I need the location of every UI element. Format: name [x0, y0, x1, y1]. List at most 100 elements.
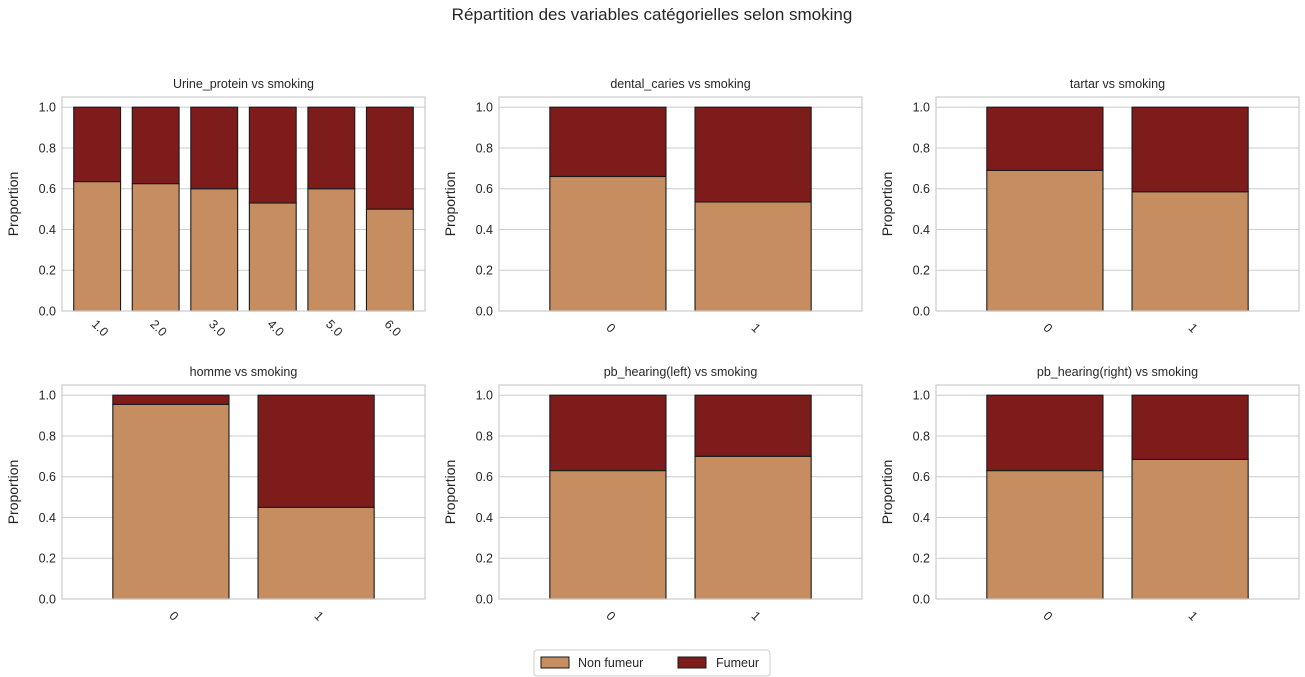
y-tick-label: 0.2 — [476, 552, 493, 566]
subplot-4: homme vs smoking 0.0 0.2 0.4 0.6 0.8 1.0 Propor… — [5, 365, 426, 624]
x-tick-label: 0 — [603, 321, 618, 336]
subplot-title: pb_hearing(right) vs smoking — [1037, 365, 1198, 379]
x-tick-label: 5.0 — [323, 317, 345, 339]
y-tick-label: 0.8 — [913, 141, 930, 155]
x-tick-label: 6.0 — [382, 317, 404, 339]
y-tick-label: 0.8 — [913, 429, 930, 443]
bar-non-fumeur-1.0 — [73, 181, 122, 312]
subplot-grid: Urine_protein vs smoking 0.0 0.2 0.4 0.6 0.8 1… — [5, 77, 1300, 624]
y-tick-label: 0.0 — [476, 305, 493, 319]
x-tick-label: 2.0 — [147, 317, 169, 339]
y-tick-label: 1.0 — [913, 101, 930, 115]
figure-title: Répartition des variables catégorielles … — [452, 5, 853, 24]
x-tick-label: 1.0 — [89, 317, 111, 339]
bar-fumeur-6.0 — [365, 106, 414, 210]
y-tick-label: 0.6 — [39, 470, 56, 484]
y-tick-label: 1.0 — [39, 389, 56, 403]
subplot-3: tartar vs smoking 0.0 0.2 0.4 0.6 0.8 1.0 Propo… — [879, 77, 1300, 336]
bar-fumeur-0 — [112, 394, 230, 405]
y-tick-label: 0.0 — [39, 593, 56, 607]
bar-non-fumeur-1 — [694, 201, 812, 312]
bar-fumeur-1 — [257, 394, 375, 508]
plot-frame — [935, 384, 1300, 600]
bar-fumeur-5.0 — [307, 106, 356, 190]
legend-swatch-non-fumeur — [540, 656, 570, 669]
y-tick-label: 0.6 — [39, 182, 56, 196]
x-tick-label: 1 — [1186, 609, 1201, 624]
y-tick-label: 0.4 — [913, 223, 930, 237]
y-tick-label: 0.4 — [913, 511, 930, 525]
x-tick-label: 0 — [1040, 609, 1055, 624]
bar-fumeur-0 — [549, 394, 667, 472]
y-tick-label: 0.0 — [476, 593, 493, 607]
bar-fumeur-0 — [549, 106, 667, 178]
bar-non-fumeur-1 — [1131, 458, 1249, 600]
legend-label-non-fumeur: Non fumeur — [578, 656, 643, 670]
x-tick-label: 0 — [1040, 321, 1055, 336]
x-tick-label: 4.0 — [265, 317, 287, 339]
subplot-5: pb_hearing(left) vs smoking 0.0 0.2 0.4 0.6 0… — [442, 365, 863, 624]
plot-frame — [498, 384, 863, 600]
y-tick-label: 0.0 — [913, 593, 930, 607]
y-tick-label: 0.2 — [913, 552, 930, 566]
y-tick-label: 1.0 — [913, 389, 930, 403]
legend: Non fumeur Fumeur — [533, 649, 771, 677]
bar-non-fumeur-6.0 — [365, 208, 414, 312]
y-tick-label: 0.6 — [476, 182, 493, 196]
y-axis-label: Proportion — [442, 172, 458, 237]
y-tick-label: 0.4 — [476, 223, 493, 237]
bar-fumeur-0 — [986, 106, 1104, 171]
subplot-title: homme vs smoking — [190, 365, 298, 379]
bar-non-fumeur-1 — [694, 455, 812, 600]
y-tick-label: 0.0 — [913, 305, 930, 319]
y-tick-label: 0.2 — [913, 264, 930, 278]
legend-frame — [533, 649, 771, 677]
y-tick-label: 0.0 — [39, 305, 56, 319]
bar-non-fumeur-0 — [549, 470, 667, 600]
bar-fumeur-4.0 — [248, 106, 297, 204]
y-tick-label: 1.0 — [476, 389, 493, 403]
subplot-title: dental_caries vs smoking — [610, 77, 750, 91]
y-tick-label: 0.8 — [39, 429, 56, 443]
bar-non-fumeur-5.0 — [307, 188, 356, 312]
y-axis-label: Proportion — [5, 460, 21, 525]
y-tick-label: 0.6 — [913, 470, 930, 484]
x-tick-label: 1 — [749, 609, 764, 624]
y-axis-label: Proportion — [879, 172, 895, 237]
bar-non-fumeur-3.0 — [190, 188, 239, 312]
bar-fumeur-1.0 — [73, 106, 122, 183]
y-tick-label: 0.2 — [476, 264, 493, 278]
legend-label-fumeur: Fumeur — [716, 656, 759, 670]
y-tick-label: 0.6 — [476, 470, 493, 484]
bar-non-fumeur-0 — [986, 169, 1104, 312]
x-tick-label: 3.0 — [206, 317, 228, 339]
bar-non-fumeur-2.0 — [131, 183, 180, 312]
subplot-title: tartar vs smoking — [1070, 77, 1165, 91]
bar-fumeur-1 — [694, 394, 812, 457]
y-axis-label: Proportion — [442, 460, 458, 525]
y-tick-label: 0.8 — [476, 141, 493, 155]
y-tick-label: 0.8 — [476, 429, 493, 443]
y-tick-label: 0.6 — [913, 182, 930, 196]
y-tick-label: 0.2 — [39, 552, 56, 566]
legend-swatch-fumeur — [677, 656, 707, 669]
x-tick-label: 1 — [312, 609, 327, 624]
bar-fumeur-0 — [986, 394, 1104, 472]
subplot-2: dental_caries vs smoking 0.0 0.2 0.4 0.6 0.8 1… — [442, 77, 863, 336]
y-tick-label: 0.4 — [476, 511, 493, 525]
plot-frame — [61, 384, 426, 600]
bar-fumeur-2.0 — [131, 106, 180, 185]
subplot-6: pb_hearing(right) vs smoking 0.0 0.2 0.4 0.6… — [879, 365, 1300, 624]
bar-non-fumeur-0 — [112, 403, 230, 600]
y-tick-label: 1.0 — [476, 101, 493, 115]
bar-non-fumeur-0 — [986, 470, 1104, 600]
x-tick-label: 0 — [166, 609, 181, 624]
subplot-title: pb_hearing(left) vs smoking — [604, 365, 758, 379]
x-tick-label: 1 — [749, 321, 764, 336]
bar-non-fumeur-1 — [257, 506, 375, 600]
bar-fumeur-3.0 — [190, 106, 239, 190]
y-axis-label: Proportion — [5, 172, 21, 237]
bar-non-fumeur-0 — [549, 175, 667, 312]
subplot-title: Urine_protein vs smoking — [173, 77, 314, 91]
